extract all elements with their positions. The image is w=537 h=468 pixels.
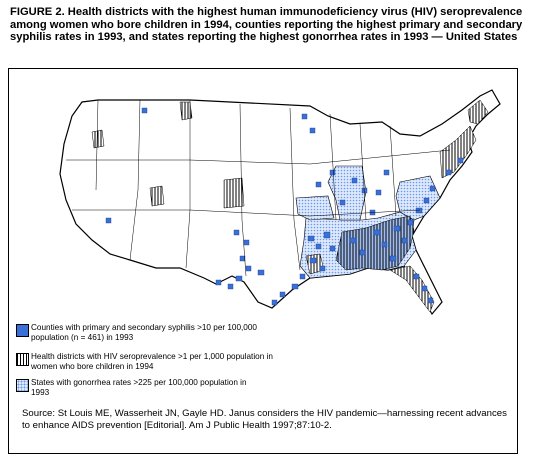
legend-item-gonorrhea: States with gonorrhea rates >225 per 100… bbox=[16, 378, 336, 400]
us-map bbox=[59, 89, 501, 316]
hiv-district-idaho bbox=[91, 129, 105, 149]
gonorrhea-states-mid-atlantic bbox=[395, 175, 441, 221]
source-citation: Source: St Louis ME, Wasserheit JN, Gayl… bbox=[22, 408, 507, 431]
hiv-districts-florida bbox=[389, 265, 435, 313]
gonorrhea-state-missouri bbox=[295, 195, 335, 221]
syphilis-legend-label: Counties with primary and secondary syph… bbox=[31, 323, 257, 342]
legend-item-hiv: Health districts with HIV seroprevalence… bbox=[16, 352, 336, 374]
hiv-district-colorado bbox=[223, 177, 245, 209]
figure-frame bbox=[8, 68, 518, 454]
gonorrhea-legend-label: States with gonorrhea rates >225 per 100… bbox=[31, 378, 247, 397]
syphilis-swatch bbox=[16, 324, 29, 337]
gonorrhea-swatch bbox=[16, 379, 29, 392]
legend-item-syphilis: Counties with primary and secondary syph… bbox=[16, 323, 336, 345]
hiv-legend-label: Health districts with HIV seroprevalence… bbox=[31, 352, 273, 371]
hiv-district-utah bbox=[149, 185, 165, 207]
syphilis-counties bbox=[105, 107, 464, 306]
hiv-swatch bbox=[16, 353, 29, 366]
hiv-districts-northeast bbox=[439, 125, 477, 179]
state-boundaries bbox=[66, 99, 451, 277]
figure-title: FIGURE 2. Health districts with the high… bbox=[10, 6, 523, 44]
hiv-districts-new-england bbox=[467, 99, 489, 125]
hiv-district-montana bbox=[179, 101, 193, 121]
